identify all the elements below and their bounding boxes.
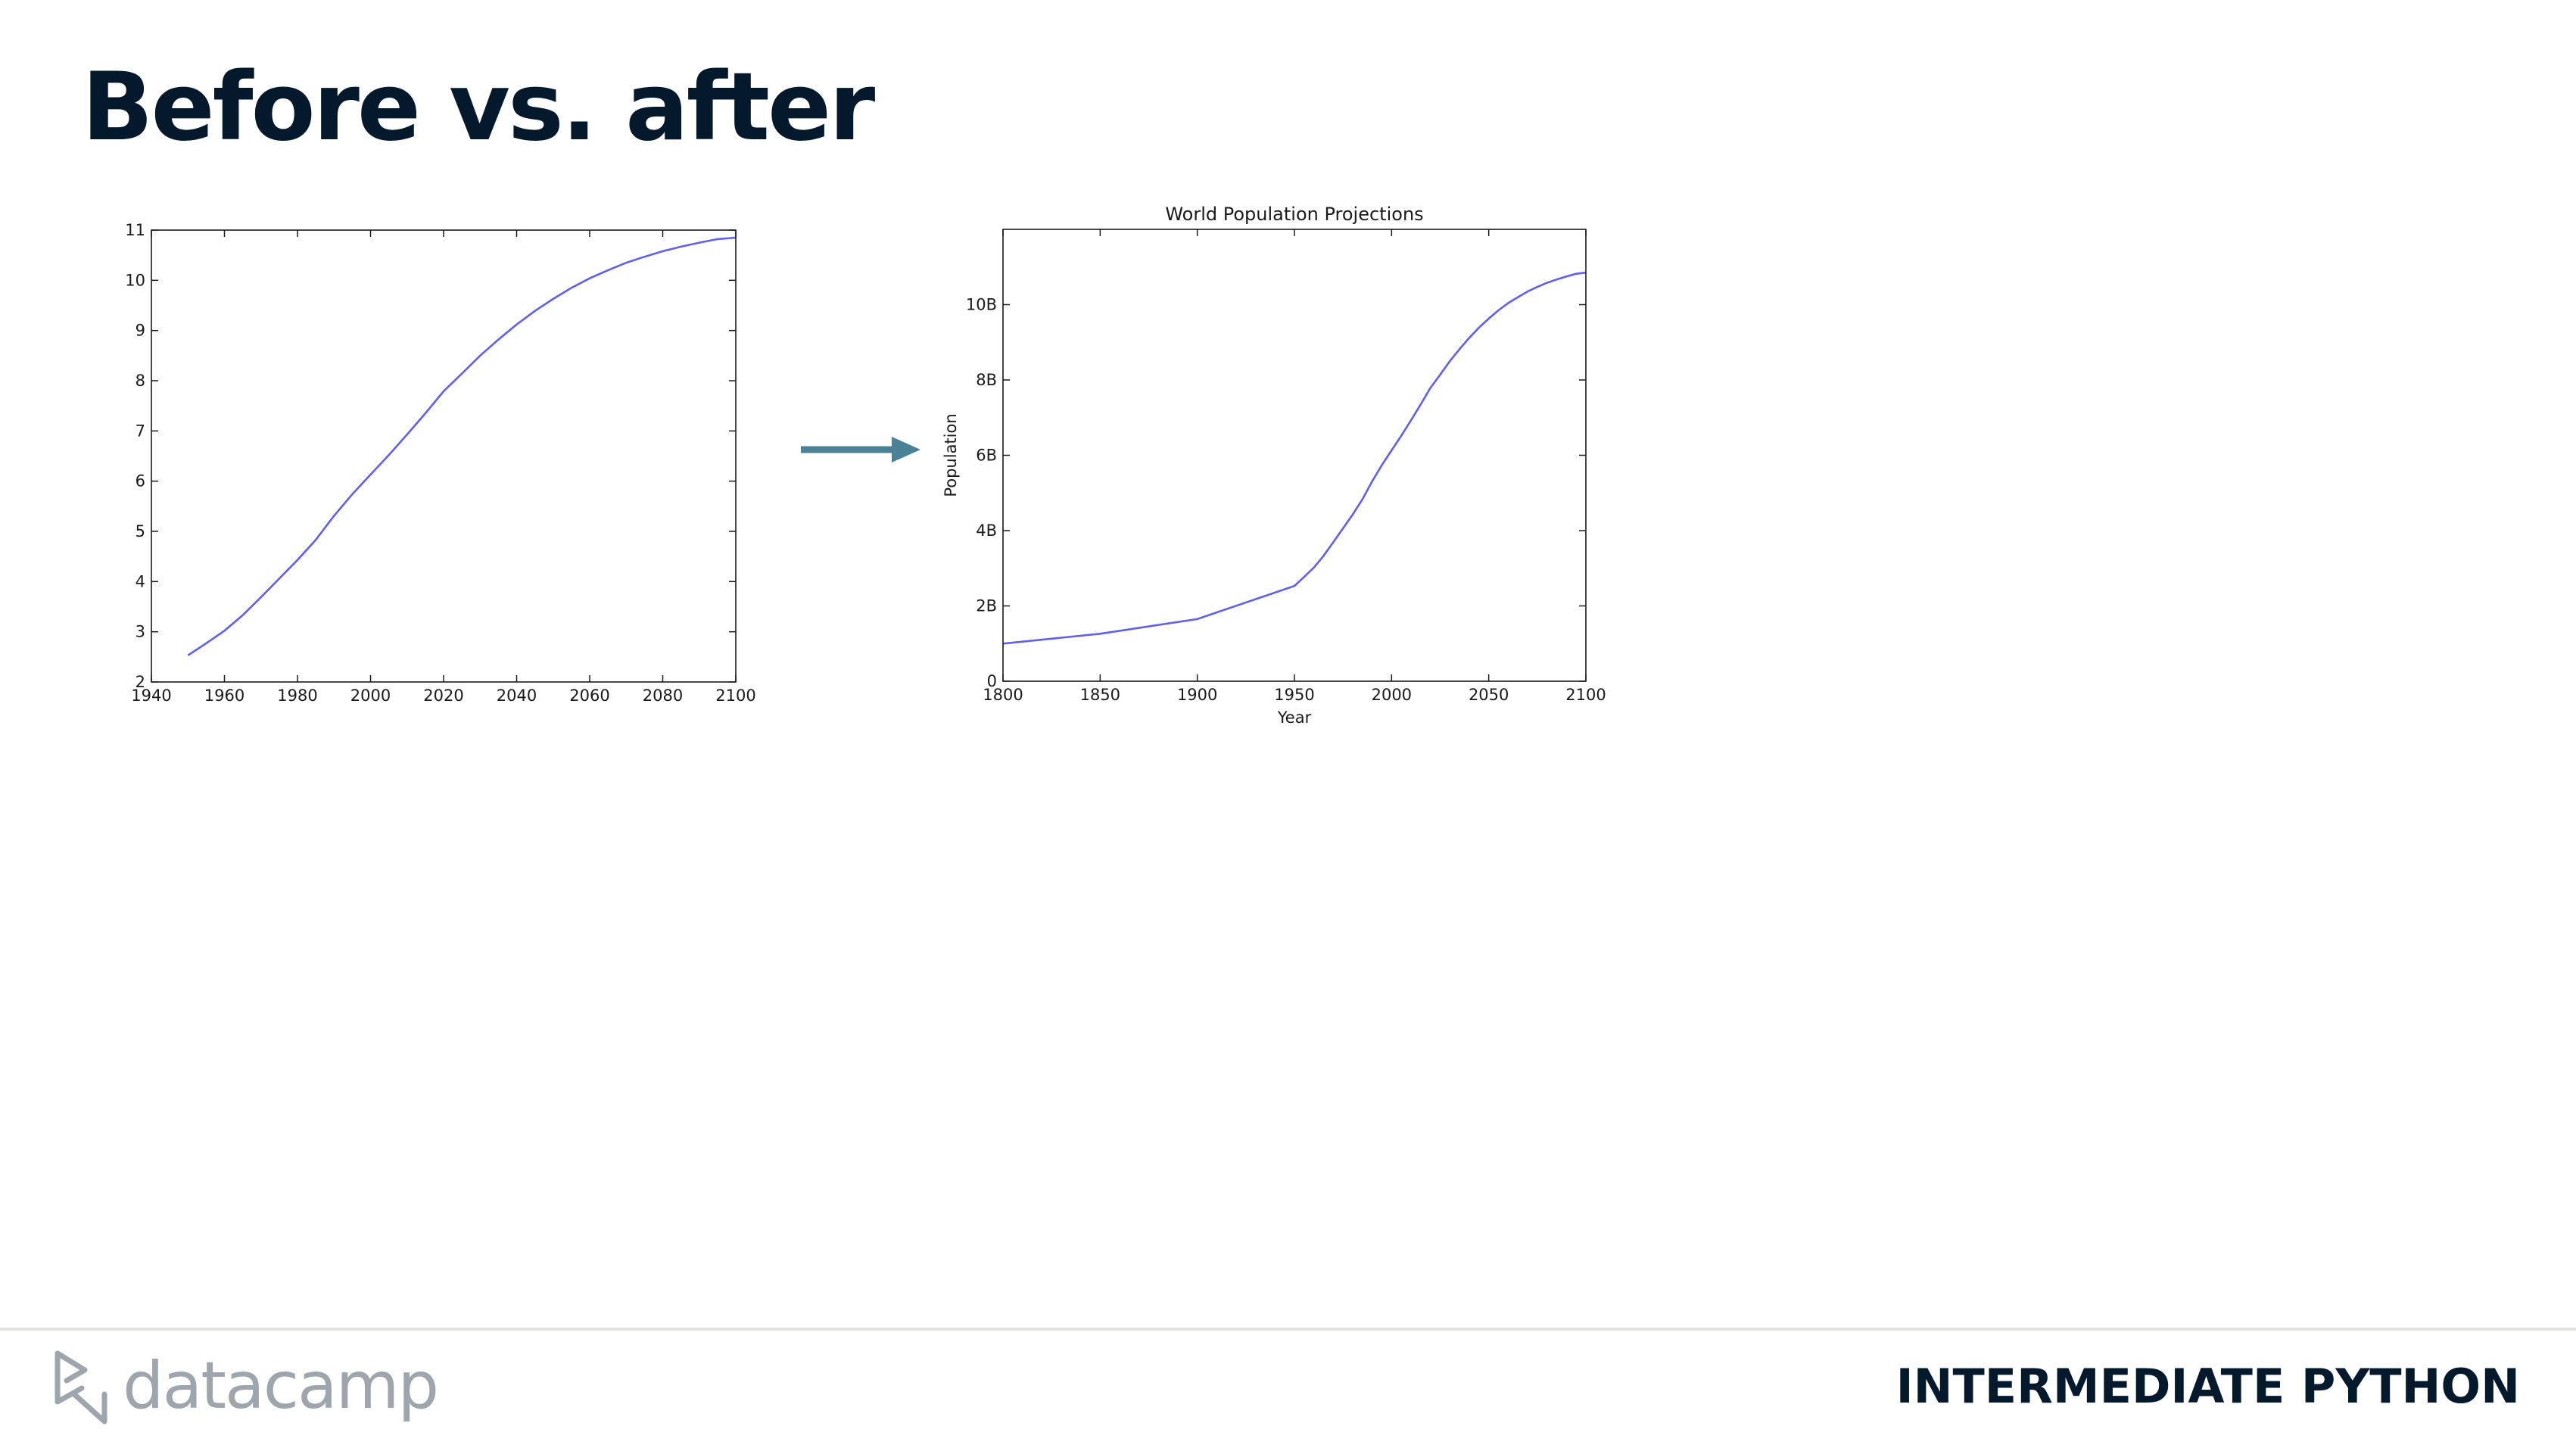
x-tick-label: 2100 bbox=[715, 687, 755, 705]
y-tick-label: 10 bbox=[125, 271, 145, 289]
y-tick-label: 5 bbox=[135, 522, 145, 540]
y-tick-label: 10B bbox=[966, 296, 997, 314]
y-tick-label: 7 bbox=[135, 422, 145, 440]
x-tick-label: 2020 bbox=[423, 687, 463, 705]
y-tick-label: 4B bbox=[976, 522, 997, 540]
data-line-population bbox=[188, 238, 736, 655]
y-tick-label: 9 bbox=[135, 322, 145, 340]
y-tick-label: 3 bbox=[135, 623, 145, 641]
chart-before: 1940 1960 1980 2000 2020 2040 2060 2080 21002345… bbox=[114, 212, 772, 727]
footer-divider bbox=[0, 1328, 2576, 1331]
y-tick-label: 2 bbox=[135, 673, 145, 691]
datacamp-logo: datacamp bbox=[51, 1349, 475, 1432]
datacamp-wordmark: datacamp bbox=[123, 1349, 438, 1424]
x-tick-label: 1980 bbox=[277, 687, 317, 705]
y-tick-label: 4 bbox=[135, 572, 145, 590]
x-axis-label: Year bbox=[1277, 708, 1312, 727]
y-axis-label: Population bbox=[942, 413, 960, 497]
x-tick-label: 2100 bbox=[1565, 686, 1606, 704]
right-arrow-icon bbox=[801, 434, 922, 466]
course-name: INTERMEDIATE PYTHON bbox=[1896, 1359, 2520, 1414]
y-tick-label: 2B bbox=[976, 597, 997, 615]
y-tick-label: 11 bbox=[125, 221, 145, 239]
x-tick-label: 1950 bbox=[1274, 686, 1314, 704]
x-tick-label: 2000 bbox=[350, 687, 391, 705]
data-line-population bbox=[1003, 272, 1586, 643]
y-tick-label: 0 bbox=[987, 672, 997, 690]
x-tick-label: 1960 bbox=[204, 687, 245, 705]
y-tick-label: 6B bbox=[976, 447, 997, 465]
chart-title: World Population Projections bbox=[1165, 204, 1423, 225]
x-tick-label: 1850 bbox=[1080, 686, 1120, 704]
y-tick-label: 8 bbox=[135, 372, 145, 390]
x-tick-label: 1900 bbox=[1177, 686, 1217, 704]
plot-frame bbox=[1003, 229, 1586, 681]
x-tick-label: 2060 bbox=[569, 687, 609, 705]
x-tick-label: 2040 bbox=[497, 687, 537, 705]
x-tick-label: 2000 bbox=[1372, 686, 1412, 704]
slide-title: Before vs. after bbox=[82, 53, 873, 162]
x-tick-label: 2080 bbox=[643, 687, 683, 705]
plot-frame bbox=[151, 230, 736, 682]
x-tick-label: 2050 bbox=[1469, 686, 1509, 704]
y-tick-label: 8B bbox=[976, 371, 997, 389]
y-tick-label: 6 bbox=[135, 472, 145, 490]
datacamp-logo-icon bbox=[58, 1353, 104, 1421]
